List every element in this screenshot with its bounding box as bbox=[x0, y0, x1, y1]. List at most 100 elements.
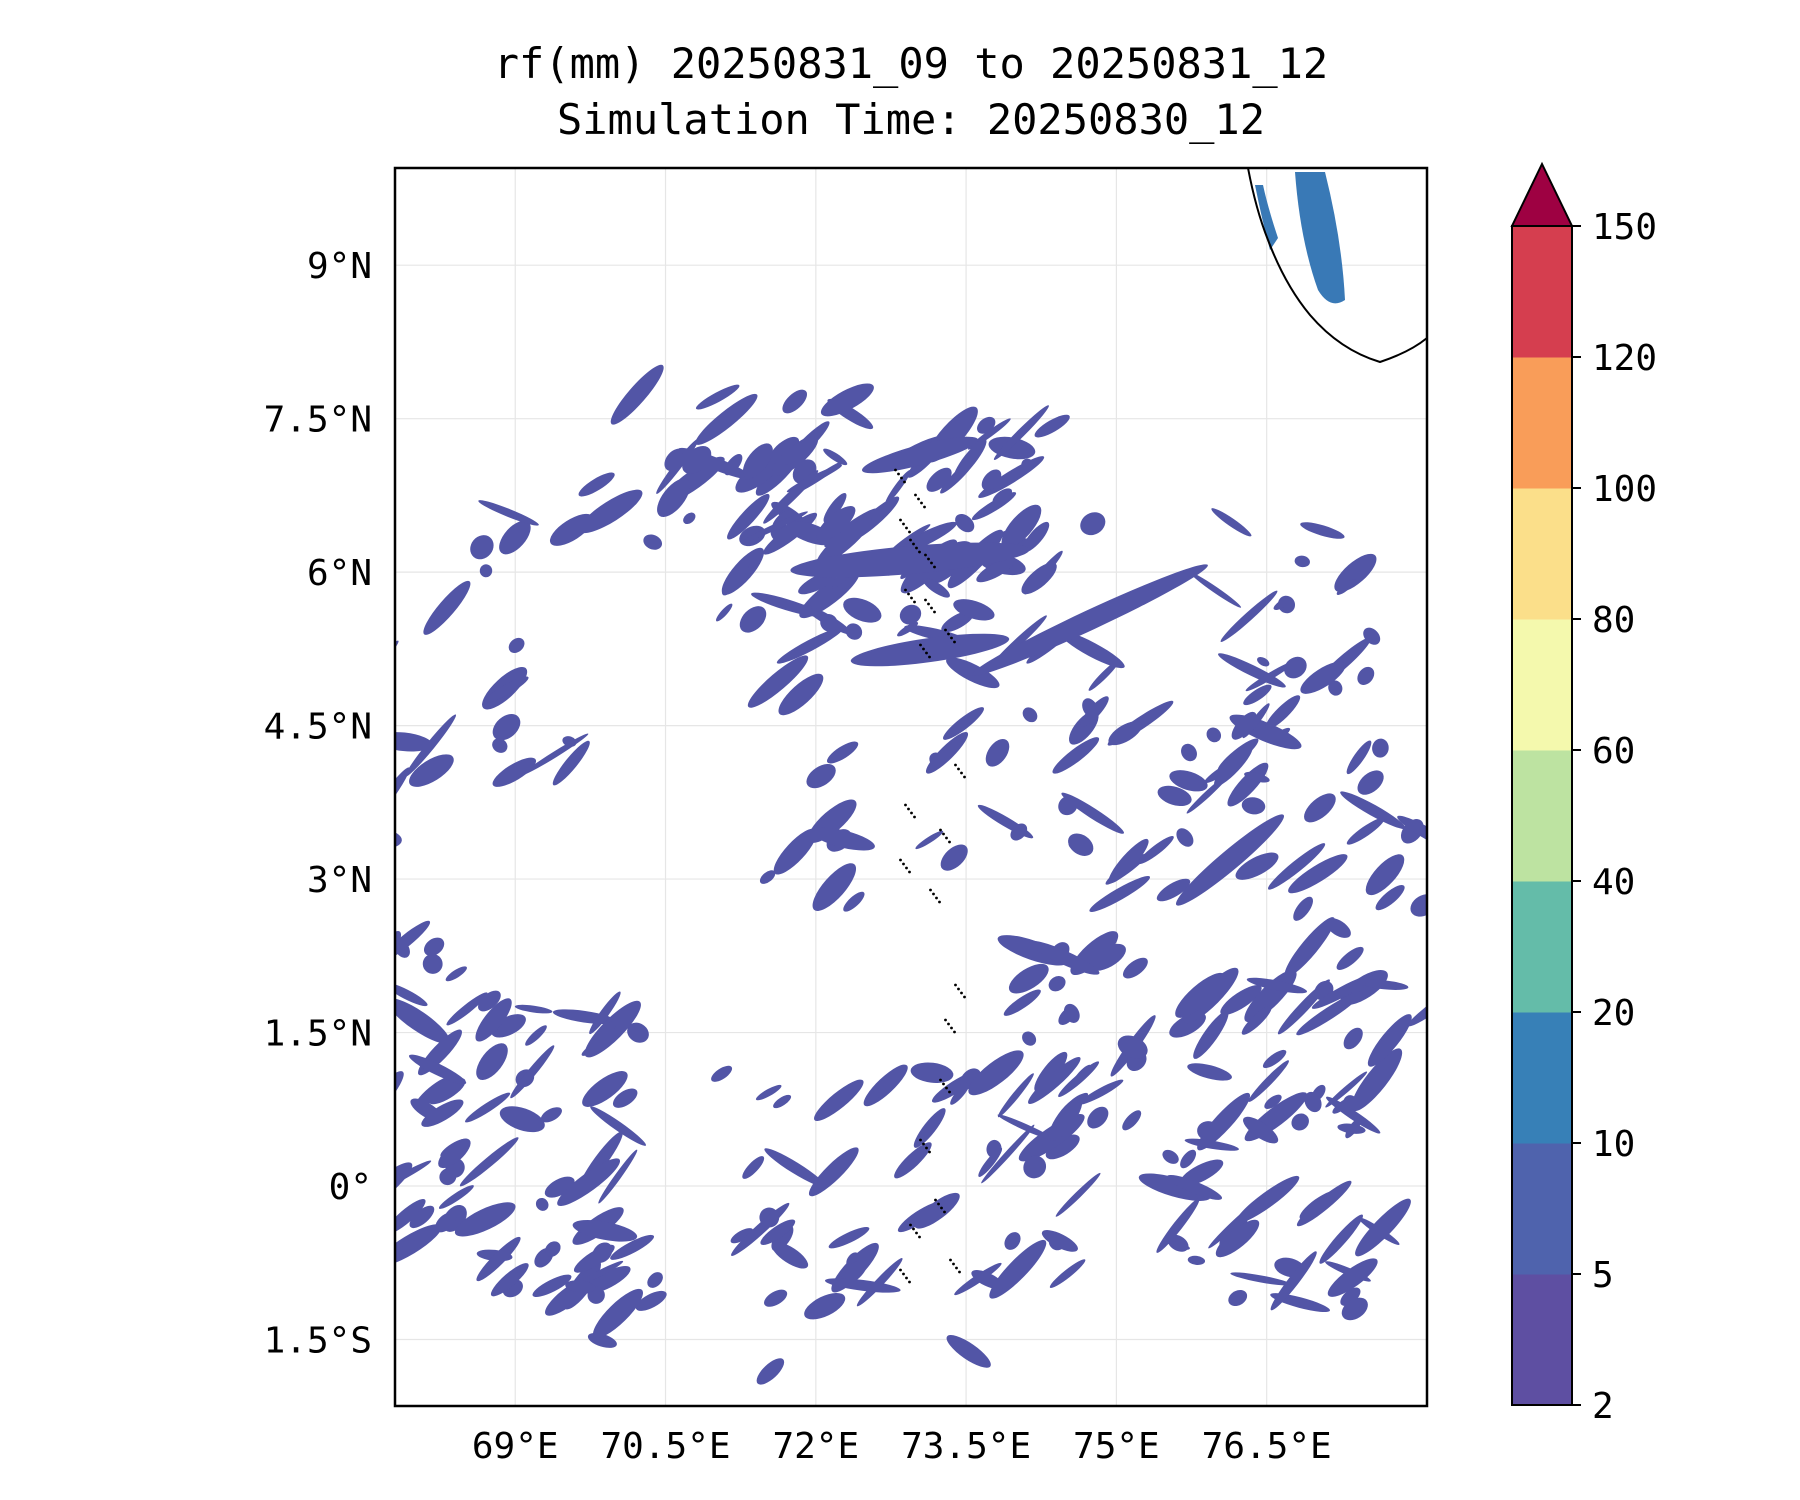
lat-tick-label: 4.5°N bbox=[264, 707, 372, 748]
rainfall-patch bbox=[1264, 1094, 1282, 1109]
rainfall-patch bbox=[1175, 814, 1285, 906]
rainfall-patch bbox=[1078, 1079, 1124, 1105]
island-dot bbox=[960, 991, 963, 995]
rainfall-patch bbox=[776, 627, 844, 664]
rainfall-patch bbox=[724, 453, 743, 476]
colorbar-tick-label: 120 bbox=[1592, 338, 1657, 379]
rainfall-patch bbox=[1028, 1056, 1081, 1105]
rainfall-patch bbox=[438, 1138, 471, 1169]
rainfall-patch bbox=[989, 1239, 1047, 1299]
rainfall-patch bbox=[910, 1062, 954, 1083]
rainfall-patch bbox=[1162, 1149, 1179, 1164]
rainfall-patch bbox=[1058, 1061, 1100, 1098]
rainfall-patch bbox=[454, 1202, 516, 1237]
rainfall-patch bbox=[739, 606, 767, 633]
rainfall-patch bbox=[353, 630, 391, 677]
rainfall-patch bbox=[812, 863, 857, 911]
island-dot bbox=[948, 1090, 951, 1094]
rainfall-patch bbox=[508, 637, 525, 653]
rainfall-patch bbox=[207, 719, 259, 761]
rainfall-patch bbox=[364, 1124, 390, 1150]
island-dot bbox=[903, 480, 906, 484]
rainfall-patch bbox=[499, 520, 531, 555]
rainfall-patch bbox=[885, 469, 911, 505]
rainfall-patch bbox=[1041, 1230, 1078, 1252]
rainfall-patch bbox=[643, 534, 663, 550]
rainfall-patch bbox=[1122, 957, 1148, 979]
lat-tick-label: 6°N bbox=[307, 553, 372, 594]
lon-tick-label: 69°E bbox=[472, 1426, 559, 1467]
rainfall-patch bbox=[1190, 572, 1242, 608]
rainfall-patch bbox=[981, 1124, 1035, 1184]
rainfall-patch bbox=[1023, 1155, 1047, 1179]
rainfall-patch bbox=[823, 448, 848, 466]
rainfall-patch bbox=[258, 840, 301, 854]
rainfall-patch bbox=[850, 633, 1010, 667]
rainfall-patch bbox=[993, 405, 1049, 460]
rainfall-patch bbox=[1429, 884, 1458, 908]
colorbar-tick-label: 60 bbox=[1592, 731, 1635, 772]
rainfall-patch bbox=[1363, 627, 1381, 645]
island-dot bbox=[947, 632, 950, 636]
rainfall-patch bbox=[592, 1288, 644, 1338]
rainfall-patch bbox=[747, 655, 809, 708]
rainfall-patch bbox=[1336, 579, 1356, 595]
island-dot bbox=[894, 468, 897, 472]
rainfall-patch bbox=[986, 1139, 1002, 1158]
rainfall-patch bbox=[465, 1092, 511, 1123]
rainfall-patch bbox=[532, 1274, 572, 1298]
map-frame bbox=[393, 166, 1429, 1408]
rainfall-patch bbox=[1346, 817, 1385, 845]
rainfall-patch bbox=[565, 1280, 596, 1293]
rainfall-patch bbox=[992, 488, 1013, 505]
island-dot bbox=[908, 870, 911, 874]
rainfall-patch bbox=[861, 436, 979, 474]
rainfall-patch bbox=[1089, 875, 1151, 913]
lat-tick-label: 1.5°S bbox=[264, 1320, 372, 1361]
rainfall-patch bbox=[1211, 508, 1252, 537]
rainfall-patch bbox=[1088, 659, 1121, 691]
rainfall-patch bbox=[1055, 1172, 1101, 1217]
rainfall-patch bbox=[1299, 1190, 1339, 1220]
rainfall-patch bbox=[590, 1106, 647, 1146]
island-dot bbox=[939, 828, 942, 832]
island-dot bbox=[934, 1198, 937, 1202]
island-dot bbox=[907, 592, 910, 596]
colorbar-tick-label: 150 bbox=[1592, 207, 1657, 248]
island-dot bbox=[909, 1223, 912, 1227]
island-dot bbox=[952, 1262, 955, 1266]
rainfall-patch bbox=[820, 613, 838, 632]
rainfall-patch bbox=[856, 1258, 903, 1307]
rainfall-patch bbox=[395, 1071, 404, 1131]
rainfall-patch bbox=[953, 438, 987, 480]
map-title-line1: rf(mm) 20250831_09 to 20250831_12 bbox=[493, 39, 1329, 88]
island-dot bbox=[915, 546, 918, 550]
island-dot bbox=[918, 1235, 921, 1239]
island-dot bbox=[907, 807, 910, 811]
rainfall-patch bbox=[484, 676, 529, 703]
island-dot bbox=[944, 1018, 947, 1022]
rainfall-patch bbox=[1581, 943, 1606, 967]
rainfall-patch bbox=[1462, 968, 1494, 1003]
rainfall-contours bbox=[207, 172, 1606, 1385]
rainfall-patch bbox=[1058, 795, 1078, 816]
rainfall-patch bbox=[1325, 1071, 1368, 1108]
rainfall-patch bbox=[825, 1278, 901, 1293]
island-dot bbox=[919, 643, 922, 647]
island-dot bbox=[953, 640, 956, 644]
rainfall-patch bbox=[540, 1107, 562, 1123]
island-dot bbox=[957, 987, 960, 991]
rainfall-patch bbox=[1157, 785, 1192, 807]
rainfall-patch bbox=[247, 916, 315, 942]
rainfall-patch bbox=[1122, 1110, 1142, 1131]
island-dot bbox=[905, 526, 908, 530]
rainfall-patch bbox=[756, 1358, 785, 1385]
rainfall-patch bbox=[1284, 656, 1307, 679]
island-dot bbox=[940, 1206, 943, 1210]
rainfall-patch bbox=[1166, 1174, 1223, 1200]
colorbar-segment bbox=[1512, 226, 1572, 358]
rainfall-patch bbox=[475, 998, 512, 1042]
map-title-line2: Simulation Time: 20250830_12 bbox=[556, 95, 1265, 144]
island-dot bbox=[944, 628, 947, 632]
lon-tick-label: 73.5°E bbox=[901, 1426, 1031, 1467]
